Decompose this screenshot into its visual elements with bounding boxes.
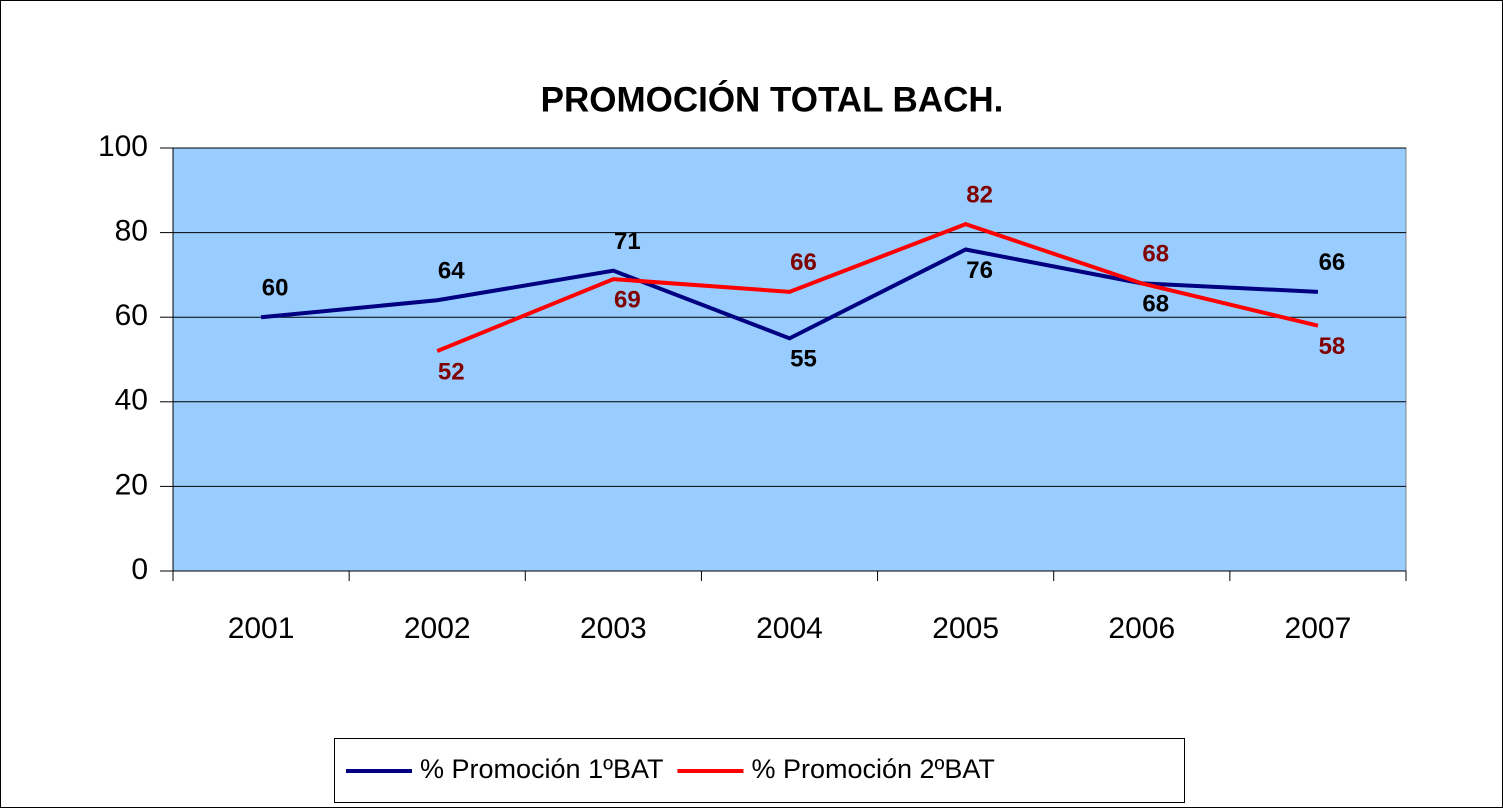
data-label: 52 [438, 358, 465, 385]
data-label: 60 [262, 275, 289, 302]
legend-box [334, 738, 1185, 803]
data-label: 68 [1142, 291, 1169, 318]
legend-label: % Promoción 1ºBAT [420, 754, 663, 784]
y-tick-label: 80 [115, 215, 148, 248]
data-label: 66 [790, 249, 817, 276]
y-tick-label: 60 [115, 299, 148, 332]
y-tick-label: 100 [98, 130, 148, 163]
data-label: 55 [790, 346, 817, 373]
x-tick-label: 2002 [404, 612, 471, 645]
data-label: 68 [1142, 241, 1169, 268]
x-tick-label: 2006 [1108, 612, 1175, 645]
x-tick-label: 2005 [932, 612, 999, 645]
y-tick-label: 0 [131, 553, 148, 586]
chart-title: PROMOCIÓN TOTAL BACH. [541, 79, 1004, 119]
data-label: 76 [966, 257, 993, 284]
y-tick-label: 40 [115, 384, 148, 417]
data-label: 82 [966, 181, 993, 208]
x-tick-label: 2003 [580, 612, 647, 645]
data-label: 66 [1319, 249, 1346, 276]
y-tick-label: 20 [115, 468, 148, 501]
plot-area [172, 147, 1407, 572]
data-label: 64 [438, 258, 465, 285]
x-tick-label: 2004 [756, 612, 823, 645]
data-label: 71 [614, 228, 641, 255]
x-tick-label: 2001 [228, 612, 295, 645]
legend-label: % Promoción 2ºBAT [751, 754, 994, 784]
data-label: 58 [1319, 333, 1346, 360]
x-tick-label: 2007 [1285, 612, 1352, 645]
series-line [436, 222, 1319, 353]
data-label: 69 [614, 286, 641, 313]
